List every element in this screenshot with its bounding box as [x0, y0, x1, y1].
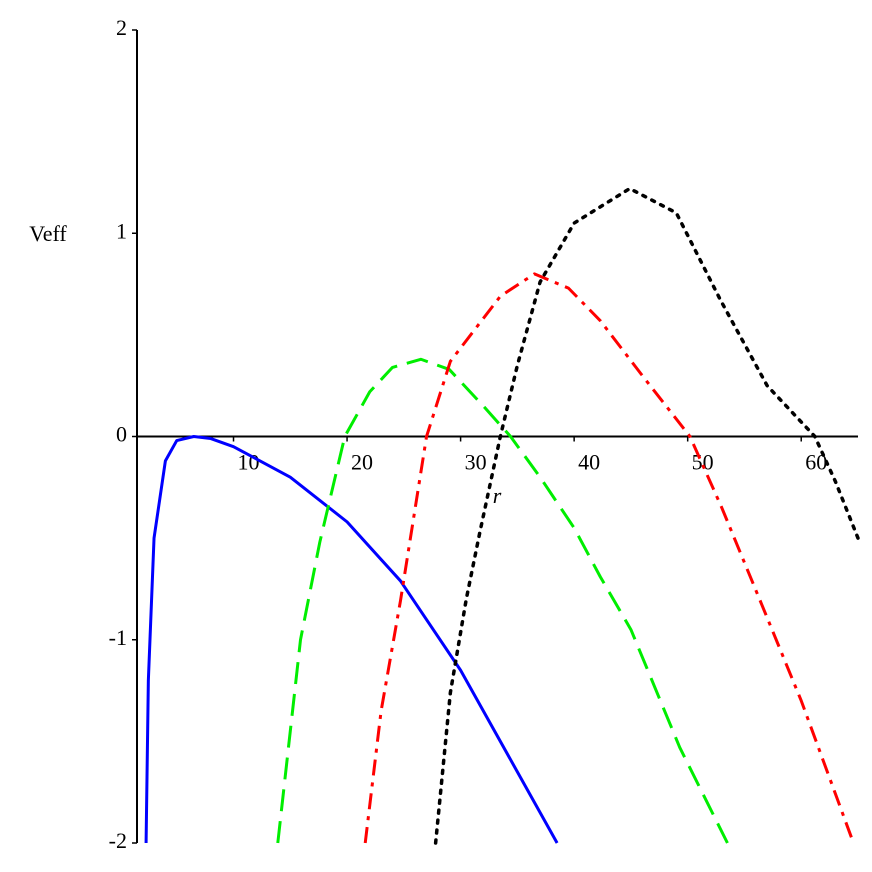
y-tick-label: -2: [109, 828, 127, 853]
x-tick-label: 30: [465, 450, 487, 475]
series-line: [144, 435, 559, 844]
y-axis-label: Veff: [29, 221, 67, 246]
x-tick-label: 10: [238, 450, 260, 475]
y-tick-label: 1: [116, 218, 127, 243]
x-tick-label: 50: [692, 450, 714, 475]
y-tick-label: -1: [109, 625, 127, 650]
y-tick-label: 2: [116, 15, 127, 40]
x-tick-label: 40: [578, 450, 600, 475]
x-tick-label: 20: [351, 450, 373, 475]
x-tick-label: 60: [805, 450, 827, 475]
y-tick-label: 0: [116, 422, 127, 447]
series-line: [363, 272, 855, 844]
x-axis-label: r: [493, 483, 502, 508]
series-line: [433, 186, 860, 845]
series-line: [276, 357, 729, 844]
